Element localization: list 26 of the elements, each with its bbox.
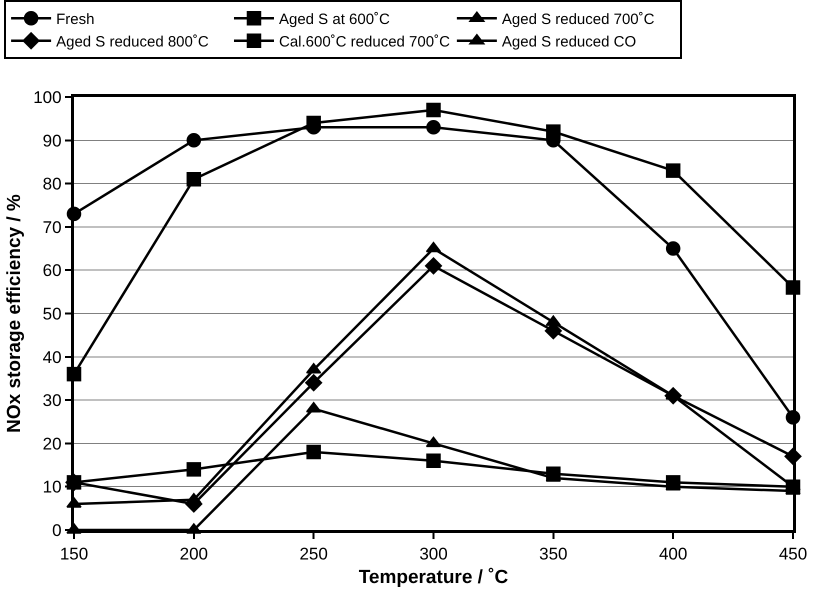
- legend-label: Aged S at 600˚C: [278, 11, 390, 28]
- y-tick-label: 0: [52, 520, 62, 540]
- x-tick-label: 400: [658, 544, 688, 564]
- x-tick-label: 450: [778, 544, 808, 564]
- y-tick-label: 10: [42, 478, 62, 497]
- y-tick-label: 70: [42, 218, 62, 237]
- legend-label: Aged S reduced 800˚C: [56, 34, 209, 51]
- y-tick-label: 90: [42, 131, 62, 150]
- y-tick-label: 80: [42, 174, 62, 194]
- x-axis-title: Temperature / ˚C: [358, 567, 509, 588]
- y-tick-label: 60: [42, 261, 62, 280]
- legend-label: Aged S reduced 700˚C: [502, 11, 655, 28]
- legend-label: Fresh: [56, 11, 94, 28]
- x-tick-label: 200: [180, 544, 208, 564]
- x-tick-label: 250: [299, 544, 328, 564]
- y-tick-label: 100: [33, 88, 62, 107]
- legend-label: Aged S reduced CO: [502, 34, 636, 51]
- x-tick-label: 350: [539, 544, 568, 564]
- y-axis-title: NOx storage efficiency / %: [4, 194, 26, 433]
- x-tick-label: 300: [419, 544, 448, 564]
- y-tick-label: 20: [42, 434, 62, 454]
- y-tick-label: 30: [42, 391, 62, 410]
- legend-label: Cal.600˚C reduced 700˚C: [278, 34, 450, 51]
- x-tick-label: 150: [60, 544, 88, 564]
- y-tick-label: 50: [42, 304, 62, 324]
- y-tick-label: 40: [42, 348, 62, 367]
